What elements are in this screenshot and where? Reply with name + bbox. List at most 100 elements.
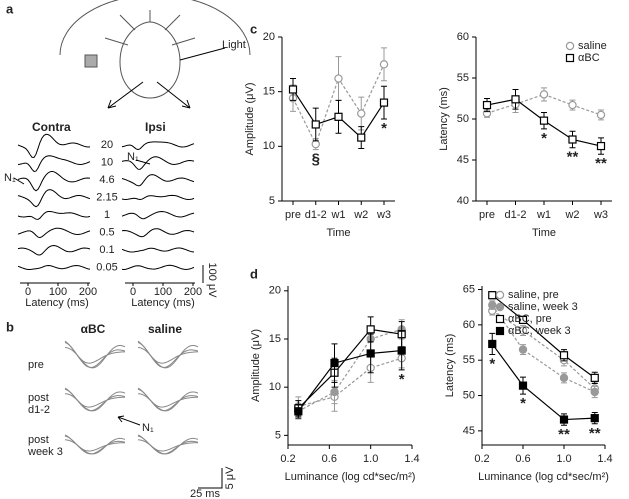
point xyxy=(334,74,343,83)
waveform xyxy=(64,345,126,369)
y-tick-label: 60 xyxy=(457,31,469,43)
x-axis-label: Latency (ms) xyxy=(131,297,195,309)
waveform xyxy=(137,387,198,408)
scale-label: 5 μV xyxy=(224,466,236,490)
point xyxy=(596,141,606,151)
annotation: * xyxy=(541,130,547,147)
point xyxy=(590,373,599,382)
x-tick-label: 0.6 xyxy=(515,453,530,465)
annotation: * xyxy=(381,120,387,137)
x-tick-label: w3 xyxy=(376,209,391,221)
x-tick-label: 0.2 xyxy=(280,453,295,465)
legend-label: αBC xyxy=(578,52,600,64)
waveform xyxy=(64,387,125,408)
y-tick-label: 10 xyxy=(269,381,281,393)
waveform xyxy=(17,227,91,239)
point xyxy=(596,110,606,120)
waveform xyxy=(17,211,91,220)
series-line xyxy=(491,304,596,393)
x-tick-label: 0 xyxy=(25,286,31,298)
n1-label: N₁ xyxy=(142,422,154,434)
group-title: saline xyxy=(148,322,182,336)
waveform xyxy=(121,247,195,253)
x-tick-label: 200 xyxy=(79,286,97,298)
waveform xyxy=(121,264,195,271)
arrow xyxy=(135,159,151,165)
point xyxy=(288,85,298,94)
waveform xyxy=(121,210,195,220)
x-tick-label: 0 xyxy=(130,286,136,298)
point xyxy=(590,387,599,397)
row-label: d1-2 xyxy=(28,404,50,416)
x-axis-label: Time xyxy=(326,227,350,239)
point xyxy=(330,358,339,368)
group-title: αBC xyxy=(81,322,106,336)
point xyxy=(559,373,569,383)
legend-marker xyxy=(565,53,575,63)
point xyxy=(330,387,339,397)
annotation: * xyxy=(520,395,526,412)
point xyxy=(518,326,528,335)
annotation: ** xyxy=(595,155,607,172)
waveform xyxy=(121,141,195,151)
point xyxy=(511,95,520,104)
y-tick-label: 15 xyxy=(269,333,281,345)
series-line xyxy=(298,328,402,412)
waveform xyxy=(137,391,199,412)
legend-label: saline, pre xyxy=(508,289,559,301)
y-tick-label: 50 xyxy=(457,113,469,125)
x-tick-label: 200 xyxy=(184,286,202,298)
legend-marker xyxy=(565,41,575,51)
y-tick-label: 20 xyxy=(269,285,281,297)
row-label: post xyxy=(28,434,49,446)
x-tick-label: 1.4 xyxy=(597,453,612,465)
annotation: * xyxy=(489,356,495,373)
waveform xyxy=(121,194,195,201)
annotation: ** xyxy=(589,425,601,442)
legend-marker xyxy=(495,326,505,336)
waveform xyxy=(137,434,198,452)
panel-label: b xyxy=(6,319,14,334)
x-tick-label: d1-2 xyxy=(504,209,526,221)
y-tick-label: 20 xyxy=(263,31,275,43)
y-tick-label: 65 xyxy=(463,283,475,295)
point xyxy=(539,116,549,125)
y-tick-label: 5 xyxy=(269,195,275,207)
waveform xyxy=(121,156,195,170)
x-tick-label: pre xyxy=(285,209,301,221)
y-axis-label: Latency (ms) xyxy=(444,334,456,398)
y-tick-label: 60 xyxy=(463,319,475,331)
rat-drawing xyxy=(59,0,251,109)
legend-marker xyxy=(495,314,505,324)
column-title: Contra xyxy=(32,120,71,134)
waveform xyxy=(64,340,125,364)
row-label: pre xyxy=(28,359,44,371)
point xyxy=(590,414,599,423)
point xyxy=(518,381,528,390)
y-tick-label: 50 xyxy=(463,389,475,401)
y-tick-label: 10 xyxy=(263,140,275,152)
level-label: 1 xyxy=(104,209,110,221)
arrow xyxy=(13,177,25,185)
x-tick-label: w2 xyxy=(564,209,579,221)
x-tick-label: w1 xyxy=(330,209,345,221)
waveform xyxy=(64,391,126,412)
series-line xyxy=(297,328,402,409)
y-tick-label: 5 xyxy=(275,429,281,441)
point xyxy=(379,60,389,69)
point xyxy=(559,351,569,360)
y-axis-label: Amplitude (μV) xyxy=(250,329,262,402)
point xyxy=(539,90,549,99)
panel-label: a xyxy=(6,1,14,16)
point xyxy=(311,120,320,129)
x-tick-label: 1.4 xyxy=(404,453,419,465)
light-label: Light xyxy=(222,39,246,51)
point xyxy=(334,112,343,121)
y-tick-label: 40 xyxy=(457,195,469,207)
column-title: Ipsi xyxy=(145,120,166,134)
series-line xyxy=(491,310,596,389)
y-axis-label: Amplitude (μV) xyxy=(244,83,256,156)
panel-label: c xyxy=(250,21,257,36)
point xyxy=(518,315,528,325)
